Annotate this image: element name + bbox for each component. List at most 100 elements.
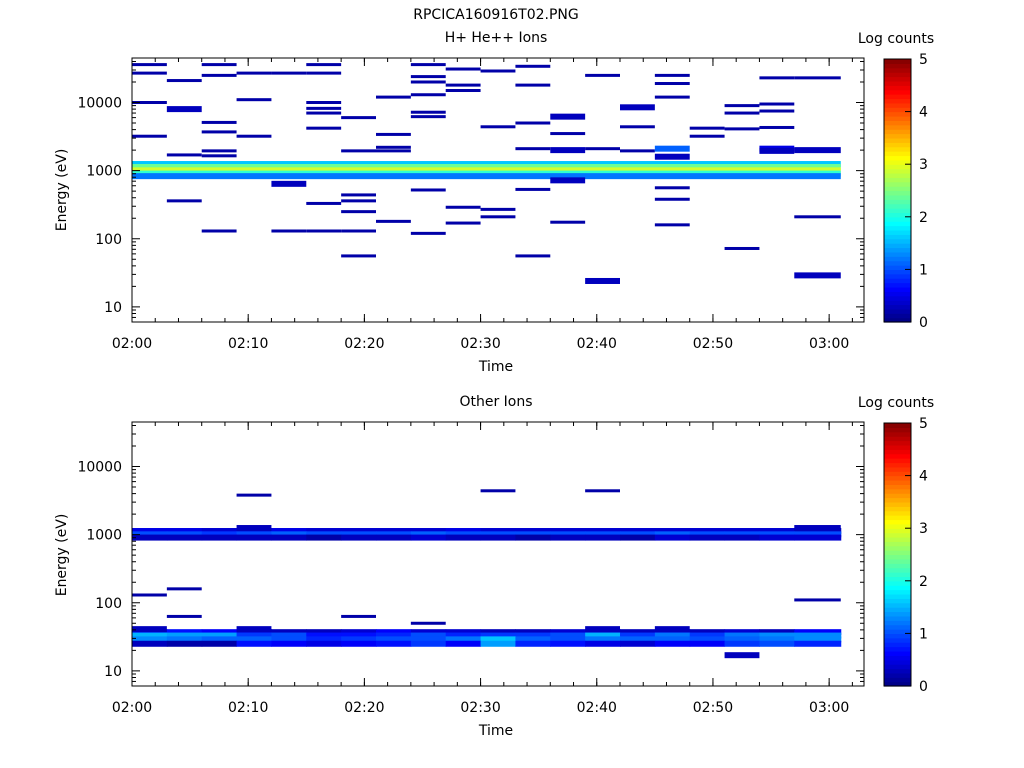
colorbar-tick-label: 1: [919, 626, 928, 642]
heatmap-cell: [236, 134, 272, 138]
heatmap-cell: [654, 186, 690, 190]
heatmap-cell: [689, 629, 726, 636]
heatmap-cell: [550, 636, 586, 643]
x-tick-label: 02:40: [577, 700, 617, 716]
colorbar-tick-label: 4: [919, 105, 928, 121]
heatmap-cell: [271, 632, 307, 639]
heatmap-cell: [794, 272, 841, 279]
heatmap-cell: [201, 73, 237, 77]
heatmap-cell: [341, 640, 377, 647]
colorbar-segment: [884, 611, 911, 617]
colorbar-segment: [884, 142, 911, 148]
colorbar-segment: [884, 181, 911, 187]
heatmap-cell: [236, 626, 272, 633]
heatmap-cell: [550, 640, 586, 647]
colorbar-segment: [884, 199, 911, 205]
heatmap-cell: [515, 64, 551, 68]
heatmap-cell: [654, 626, 690, 633]
colorbar-segment: [884, 278, 911, 284]
colorbar-segment: [884, 659, 911, 665]
heatmap-cell: [689, 126, 725, 130]
heatmap-cell: [585, 626, 620, 633]
colorbar-segment: [884, 519, 911, 525]
colorbar-segment: [884, 256, 911, 262]
colorbar-segment: [884, 510, 911, 516]
heatmap-cell: [480, 534, 516, 541]
colorbar-segment: [884, 151, 911, 157]
colorbar-segment: [884, 124, 911, 130]
heatmap-cell: [445, 205, 481, 209]
colorbar-segment: [884, 273, 911, 279]
heatmap-cell: [585, 636, 621, 643]
heatmap-cell: [132, 626, 167, 633]
heatmap-cell: [236, 636, 272, 643]
heatmap-cell: [306, 71, 342, 75]
heatmap-cell: [794, 147, 841, 154]
heatmap-cell: [689, 528, 726, 535]
colorbar-segment: [884, 598, 911, 604]
colorbar-segment: [884, 234, 911, 240]
heatmap-cell: [620, 640, 656, 647]
heatmap-cell: [271, 71, 307, 75]
heatmap-cell: [306, 636, 342, 643]
colorbar-segment: [884, 72, 911, 78]
heatmap-cell: [410, 534, 447, 541]
heatmap-cell: [132, 173, 841, 180]
heatmap-cell: [480, 629, 516, 636]
y-tick-label: 100: [95, 596, 122, 612]
heatmap-cell: [445, 629, 482, 636]
heatmap-cell: [306, 63, 342, 67]
heatmap-cell: [271, 534, 307, 541]
colorbar-segment: [884, 567, 911, 573]
heatmap-cell: [166, 106, 202, 113]
heatmap-cell: [724, 104, 760, 108]
colorbar-segment: [884, 541, 911, 547]
heatmap-cell: [341, 254, 376, 258]
colorbar-segment: [884, 216, 911, 222]
colorbar-segment: [884, 501, 911, 507]
heatmap-cell: [689, 640, 726, 647]
colorbar-tick-label: 2: [919, 574, 928, 590]
colorbar-segment: [884, 107, 911, 113]
colorbar-segment: [884, 89, 911, 95]
heatmap-cell: [689, 636, 726, 643]
heatmap-cell: [620, 629, 656, 636]
heatmap-cell: [132, 63, 167, 67]
heatmap-cell: [585, 629, 621, 636]
heatmap-cell: [341, 149, 376, 153]
heatmap-cell: [794, 76, 841, 80]
heatmap-cell: [376, 534, 412, 541]
heatmap-cell: [585, 489, 620, 493]
heatmap-cell: [341, 636, 377, 643]
heatmap-cell: [166, 153, 202, 157]
heatmap-cell: [654, 73, 690, 77]
x-tick-label: 02:50: [693, 700, 733, 716]
heatmap-cell: [759, 76, 795, 80]
colorbar-segment: [884, 593, 911, 599]
colorbar-segment: [884, 225, 911, 231]
colorbar-segment: [884, 664, 911, 670]
colorbar-segment: [884, 98, 911, 104]
colorbar-tick-label: 2: [919, 210, 928, 226]
heatmap-cell: [724, 534, 760, 541]
heatmap-cell: [689, 531, 726, 538]
colorbar-segment: [884, 427, 911, 433]
heatmap-cell: [410, 531, 447, 538]
heatmap-cell: [376, 132, 411, 136]
heatmap-cell: [515, 147, 551, 151]
heatmap-cell: [515, 121, 551, 125]
colorbar-segment: [884, 194, 911, 200]
colorbar-segment: [884, 642, 911, 648]
heatmap-cell: [480, 125, 516, 129]
heatmap-cell: [550, 177, 586, 184]
heatmap-cell: [201, 534, 238, 541]
colorbar-tick-label: 3: [919, 521, 928, 537]
heatmap-cell: [759, 640, 795, 647]
heatmap-cell: [724, 640, 760, 647]
heatmap-cell: [306, 629, 342, 636]
heatmap-cell: [341, 614, 376, 618]
x-axis-label: Time: [478, 359, 513, 375]
colorbar-segment: [884, 572, 911, 578]
heatmap-cell: [236, 640, 272, 647]
y-axis-label: Energy (eV): [54, 149, 70, 232]
